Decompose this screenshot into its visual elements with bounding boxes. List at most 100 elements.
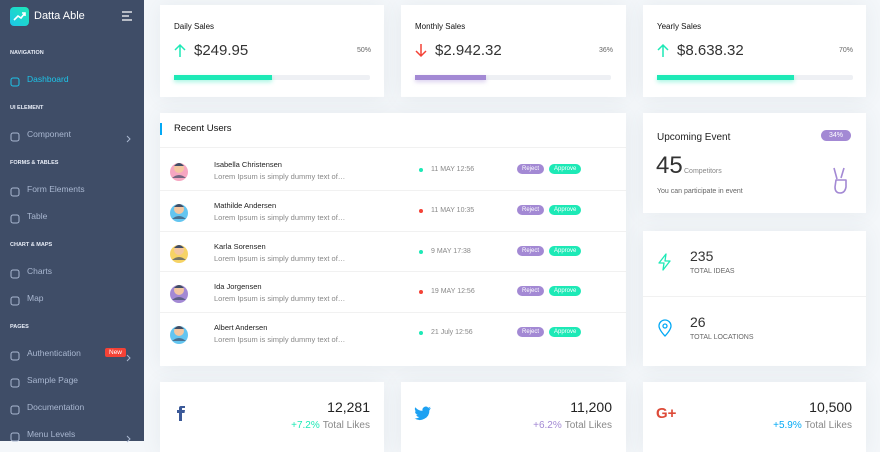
status-dot [419,208,423,213]
nav-icon-svg [10,132,20,142]
reject-button[interactable]: Reject [517,327,545,338]
nav-caption: PAGES [10,324,29,330]
progress-track [415,75,611,80]
reject-button[interactable]: Reject [517,245,545,256]
nav-icon-svg [10,77,20,87]
social-line: +7.2% Total Likes [291,420,370,431]
avatar [168,280,190,309]
trend-arrow-svg [174,43,186,57]
nav-icon-svg [10,351,20,361]
brand-logo [10,7,29,26]
nav-item[interactable]: Table [27,211,48,221]
nav-item[interactable]: Authentication [27,348,81,358]
status-dot [419,249,423,254]
stat-label: TOTAL IDEAS [690,268,735,275]
event-icon [831,165,853,200]
divider [160,147,626,148]
card-title: Recent Users [174,123,232,134]
status-dot [419,331,423,336]
social-count: 10,500 [809,399,852,415]
nav-item[interactable]: Sample Page [27,375,79,385]
approve-button[interactable]: Approve [549,245,582,256]
nav-chevron-svg [126,435,131,443]
reject-button[interactable]: Reject [517,204,545,215]
nav-icon [10,266,20,284]
nav-caption: FORMS & TABLES [10,160,59,166]
avatar-svg [170,244,188,263]
trend-arrow [657,43,669,63]
event-title: Upcoming Event [657,132,731,143]
nav-icon [10,129,20,147]
social-card: 11,200 +6.2% Total Likes [401,382,626,452]
nav-item[interactable]: Menu Levels [27,429,76,439]
sales-amount: $249.95 [194,42,249,59]
social-change: +7.2% [291,420,320,431]
social-count: 11,200 [570,399,612,415]
trend-arrow-svg [657,43,669,57]
avatar-svg [170,203,188,222]
approve-button[interactable]: Approve [549,286,582,297]
social-change: +5.9% [773,420,802,431]
nav-item[interactable]: Dashboard [27,74,69,84]
nav-chevron [126,349,132,367]
card-accent [160,123,162,135]
nav-icon-svg [10,187,20,197]
stat-icon [657,253,673,276]
brand-name: Datta Able [34,10,85,22]
user-date: 9 MAY 17:38 [431,247,471,255]
nav-icon-svg [10,296,20,306]
trend-arrow [415,43,427,63]
nav-chevron-svg [126,354,131,362]
recent-users-card: Recent Users Isabella Christensen Lorem Ip… [160,113,626,366]
status-dot [419,290,423,295]
user-date: 19 MAY 12:56 [431,288,475,296]
reject-button[interactable]: Reject [517,286,545,297]
nav-item[interactable]: Documentation [27,402,85,412]
social-icon-svg [177,406,185,421]
divider [643,296,866,297]
nav-icon [10,348,20,366]
avatar-svg [170,163,188,181]
svg-text:G+: G+ [656,405,677,422]
stat-icon-svg [658,319,672,337]
user-text: Lorem Ipsum is simply dummy text of… [214,172,346,181]
avatar-svg [170,326,188,345]
social-icon [172,403,198,428]
row-divider [160,189,626,191]
user-name: Mathilde Andersen [214,200,277,210]
approve-button[interactable]: Approve [549,204,582,215]
nav-item[interactable]: Form Elements [27,184,85,194]
avatar [168,158,190,187]
sales-card: Yearly Sales $8.638.32 70% [643,5,866,97]
progress-bar [174,75,272,80]
progress-bar [657,75,795,80]
menu-toggle[interactable] [122,11,132,21]
event-badge: 34% [821,130,852,141]
user-date: 21 July 12:56 [431,329,473,337]
user-text: Lorem Ipsum is simply dummy text of… [214,335,346,345]
sales-card: Monthly Sales $2.942.32 36% [401,5,626,97]
nav-item[interactable]: Component [27,129,71,139]
progress-bar [415,75,486,80]
nav-item[interactable]: Charts [27,266,53,276]
sales-percent: 36% [598,47,613,54]
stat-icon [657,319,673,342]
avatar-svg [170,285,188,304]
sales-title: Monthly Sales [415,22,466,31]
nav-icon [10,375,20,393]
user-name: Albert Andersen [214,323,268,333]
approve-button[interactable]: Approve [549,164,582,174]
nav-chevron [126,430,132,448]
social-label: Total Likes [804,420,852,431]
avatar [168,321,190,350]
nav-badge: New [105,348,127,357]
nav-icon-svg [10,378,20,388]
nav-item[interactable]: Map [27,293,44,303]
reject-button[interactable]: Reject [517,164,545,174]
nav-icon [10,402,20,420]
status-dot [419,168,423,172]
row-divider [160,312,626,314]
sales-card: Daily Sales $249.95 50% [160,5,384,97]
approve-button[interactable]: Approve [549,327,582,338]
stat-value: 26 [690,314,706,330]
